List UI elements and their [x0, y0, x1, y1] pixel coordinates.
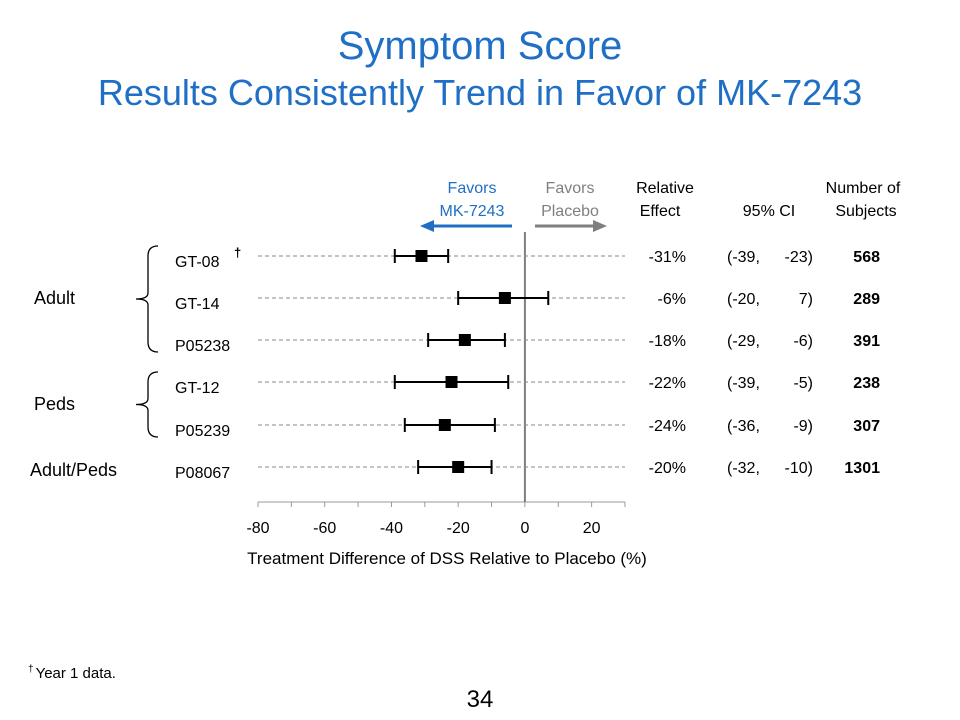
favors-placebo-label: Favors	[546, 180, 595, 197]
slide-title: Symptom Score	[337, 24, 623, 68]
relative-effect-value: -6%	[658, 291, 686, 308]
favors-placebo-label: Placebo	[541, 203, 599, 220]
subjects-header: Subjects	[835, 203, 896, 220]
favors-drug-arrow-head	[420, 220, 434, 232]
favors-drug-label: Favors	[448, 180, 497, 197]
ci-low-value: (-39,	[727, 249, 760, 266]
x-tick-label: 20	[583, 520, 601, 537]
group-label: Adult/Peds	[30, 460, 117, 480]
point-estimate	[452, 461, 465, 473]
ci-high-value: -5)	[793, 375, 813, 392]
group-label: Adult	[34, 288, 75, 308]
favors-drug-label: MK-7243	[440, 203, 505, 220]
relative-effect-value: -18%	[649, 333, 686, 350]
ci-high-value: -10)	[785, 460, 813, 477]
x-tick-label: -60	[313, 520, 336, 537]
subjects-value: 307	[853, 418, 880, 435]
ci-high-value: -6)	[793, 333, 813, 350]
group-bracket	[135, 245, 159, 353]
subjects-value: 238	[853, 375, 880, 392]
study-label: GT-12	[175, 380, 220, 397]
x-tick-label: 0	[520, 520, 529, 537]
study-label: P05239	[175, 423, 230, 440]
page-number: 34	[466, 686, 494, 713]
ci-header: 95% CI	[743, 203, 795, 220]
favors-placebo-arrow-head	[593, 220, 607, 232]
relative-effect-value: -31%	[649, 249, 686, 266]
footnote-text: Year 1 data.	[35, 665, 116, 682]
group-bracket	[135, 371, 159, 438]
point-estimate	[438, 419, 451, 431]
effect-header: Relative	[636, 180, 694, 197]
ci-high-value: -23)	[785, 249, 813, 266]
point-estimate	[415, 250, 428, 262]
relative-effect-value: -24%	[649, 418, 686, 435]
study-label: P08067	[175, 465, 230, 482]
ci-low-value: (-29,	[727, 333, 760, 350]
study-dagger: †	[234, 245, 241, 260]
effect-header: Effect	[640, 203, 681, 220]
point-estimate	[458, 334, 471, 346]
footnote-dagger: †	[28, 664, 34, 675]
group-label: Peds	[34, 394, 75, 414]
study-label: P05238	[175, 338, 230, 355]
slide-subtitle: Results Consistently Trend in Favor of M…	[97, 72, 863, 113]
ci-low-value: (-32,	[727, 460, 760, 477]
x-tick-label: -80	[246, 520, 269, 537]
subjects-value: 391	[853, 333, 880, 350]
x-tick-label: -20	[447, 520, 470, 537]
x-tick-label: -40	[380, 520, 403, 537]
ci-low-value: (-39,	[727, 375, 760, 392]
subjects-value: 1301	[844, 460, 880, 477]
ci-low-value: (-36,	[727, 418, 760, 435]
subjects-header: Number of	[826, 180, 901, 197]
study-label: GT-14	[175, 296, 220, 313]
ci-high-value: -9)	[793, 418, 813, 435]
point-estimate	[498, 292, 511, 304]
ci-high-value: 7)	[799, 291, 813, 308]
x-axis-title: Treatment Difference of DSS Relative to …	[247, 549, 647, 568]
relative-effect-value: -20%	[649, 460, 686, 477]
relative-effect-value: -22%	[649, 375, 686, 392]
subjects-value: 568	[853, 249, 880, 266]
footnote: † Year 1 data.	[28, 664, 116, 682]
point-estimate	[445, 376, 458, 388]
ci-low-value: (-20,	[727, 291, 760, 308]
subjects-value: 289	[853, 291, 880, 308]
study-label: GT-08	[175, 254, 220, 271]
